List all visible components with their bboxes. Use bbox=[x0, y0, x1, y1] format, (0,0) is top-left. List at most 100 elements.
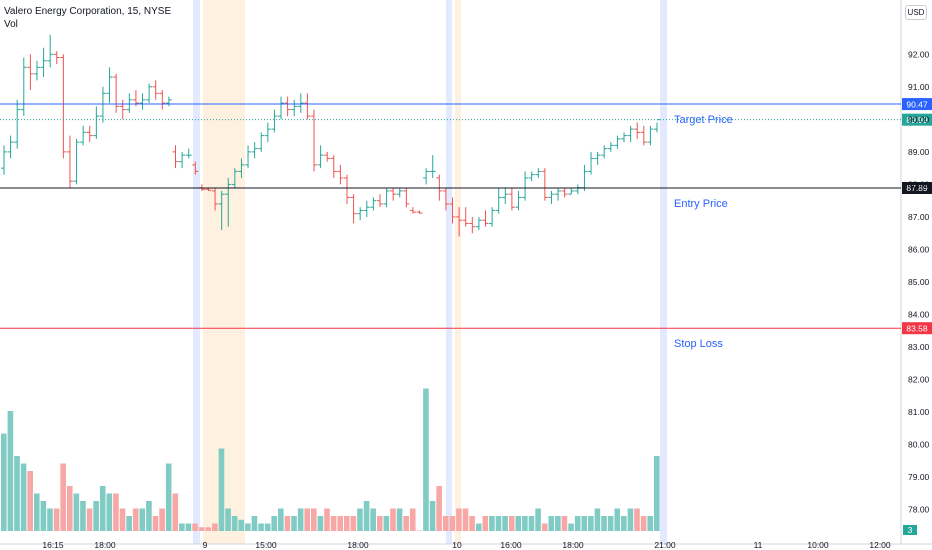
volume-bar bbox=[185, 523, 192, 531]
entry-price-annotation[interactable]: Entry Price bbox=[674, 198, 728, 210]
symbol-title[interactable]: Valero Energy Corporation, 15, NYSE bbox=[4, 6, 172, 17]
volume-bar bbox=[350, 516, 357, 531]
volume-bar bbox=[297, 508, 304, 531]
volume-bar bbox=[126, 516, 132, 531]
volume-bar bbox=[548, 516, 555, 531]
volume-bar bbox=[614, 508, 621, 531]
price-tick-label: 79.00 bbox=[908, 472, 930, 482]
volume-bar bbox=[627, 508, 634, 531]
price-tick-label: 85.00 bbox=[908, 277, 930, 287]
target-price-price-label-bg bbox=[902, 98, 932, 111]
time-tick-label: 18:00 bbox=[347, 540, 369, 550]
volume-bar bbox=[165, 463, 172, 531]
volume-bar bbox=[601, 516, 607, 531]
volume-bar bbox=[561, 516, 568, 531]
volume-bar bbox=[284, 516, 291, 531]
last-price-price-label-bg bbox=[902, 113, 932, 126]
time-tick-label: 16:00 bbox=[500, 540, 522, 550]
volume-indicator-label[interactable]: Vol bbox=[4, 19, 18, 30]
price-tick-label: 90.00 bbox=[908, 114, 930, 124]
volume-bar bbox=[383, 516, 390, 531]
volume-bar bbox=[212, 523, 218, 531]
volume-bar bbox=[416, 530, 423, 531]
volume-bar bbox=[218, 448, 225, 531]
volume-bar bbox=[449, 516, 456, 531]
volume-bar bbox=[429, 501, 436, 531]
entry-price-price-label: 87.89 bbox=[906, 183, 928, 193]
volume-bar bbox=[343, 516, 350, 531]
volume-bar bbox=[251, 516, 258, 531]
volume-bar bbox=[376, 516, 383, 531]
volume-axis-label: 3 bbox=[908, 525, 913, 535]
time-tick-label: 16:15 bbox=[42, 540, 64, 550]
volume-bar bbox=[462, 508, 469, 531]
session-band bbox=[660, 0, 667, 544]
entry-price-price-label-bg bbox=[902, 181, 932, 194]
volume-bar bbox=[311, 508, 317, 531]
volume-bar bbox=[33, 493, 40, 531]
volume-bar bbox=[647, 516, 654, 531]
volume-bar bbox=[403, 516, 409, 531]
volume-bar bbox=[581, 516, 588, 531]
volume-bar bbox=[271, 516, 278, 531]
volume-bar bbox=[363, 501, 370, 531]
price-tick-label: 87.00 bbox=[908, 212, 930, 222]
volume-bar bbox=[99, 486, 106, 531]
stop-loss-price-label-bg bbox=[902, 322, 932, 335]
price-tick-label: 81.00 bbox=[908, 407, 930, 417]
volume-bar bbox=[132, 508, 139, 531]
volume-bar bbox=[14, 456, 20, 531]
time-tick-label: 21:00 bbox=[654, 540, 676, 550]
volume-bar bbox=[93, 501, 99, 531]
time-tick-label: 11 bbox=[754, 540, 763, 550]
price-tick-label: 78.00 bbox=[908, 505, 930, 515]
volume-bar bbox=[607, 516, 614, 531]
volume-bar bbox=[113, 493, 119, 531]
volume-bar bbox=[146, 501, 152, 531]
volume-bar bbox=[231, 516, 238, 531]
volume-bar bbox=[278, 508, 284, 531]
volume-bar bbox=[119, 508, 126, 531]
target-price-annotation[interactable]: Target Price bbox=[674, 114, 733, 126]
volume-bar bbox=[423, 388, 429, 531]
volume-bar bbox=[515, 516, 522, 531]
volume-bar bbox=[396, 508, 403, 531]
volume-bar bbox=[522, 516, 528, 531]
volume-bar bbox=[20, 463, 27, 531]
volume-bar bbox=[27, 471, 33, 531]
volume-bar bbox=[370, 508, 376, 531]
volume-bar bbox=[258, 523, 264, 531]
volume-bar bbox=[574, 516, 581, 531]
volume-bar bbox=[330, 516, 337, 531]
volume-bar bbox=[409, 508, 416, 531]
volume-bar bbox=[555, 516, 561, 531]
volume-bar bbox=[528, 516, 535, 531]
volume-bar bbox=[238, 519, 245, 531]
price-tick-label: 88.00 bbox=[908, 179, 930, 189]
volume-bar bbox=[357, 508, 363, 531]
volume-bar bbox=[436, 486, 442, 531]
volume-bar bbox=[634, 508, 640, 531]
price-tick-label: 89.00 bbox=[908, 147, 930, 157]
last-price-price-label: 89.99 bbox=[906, 115, 928, 125]
volume-bar bbox=[337, 516, 343, 531]
volume-bar bbox=[7, 411, 14, 531]
volume-bar bbox=[588, 516, 594, 531]
volume-bar bbox=[654, 456, 660, 531]
volume-bar bbox=[535, 508, 541, 531]
volume-bar bbox=[495, 516, 502, 531]
volume-bar bbox=[640, 516, 647, 531]
currency-button[interactable]: USD bbox=[905, 5, 927, 20]
volume-bar bbox=[225, 508, 231, 531]
stop-loss-price-label: 83.58 bbox=[906, 323, 928, 333]
volume-bar bbox=[40, 501, 47, 531]
time-tick-label: 10 bbox=[452, 540, 462, 550]
price-tick-label: 84.00 bbox=[908, 310, 930, 320]
volume-bar bbox=[442, 516, 449, 531]
stop-loss-annotation[interactable]: Stop Loss bbox=[674, 338, 723, 350]
volume-bar bbox=[482, 516, 489, 531]
volume-bar bbox=[66, 486, 73, 531]
volume-bar bbox=[291, 516, 297, 531]
time-tick-label: 10:00 bbox=[807, 540, 829, 550]
